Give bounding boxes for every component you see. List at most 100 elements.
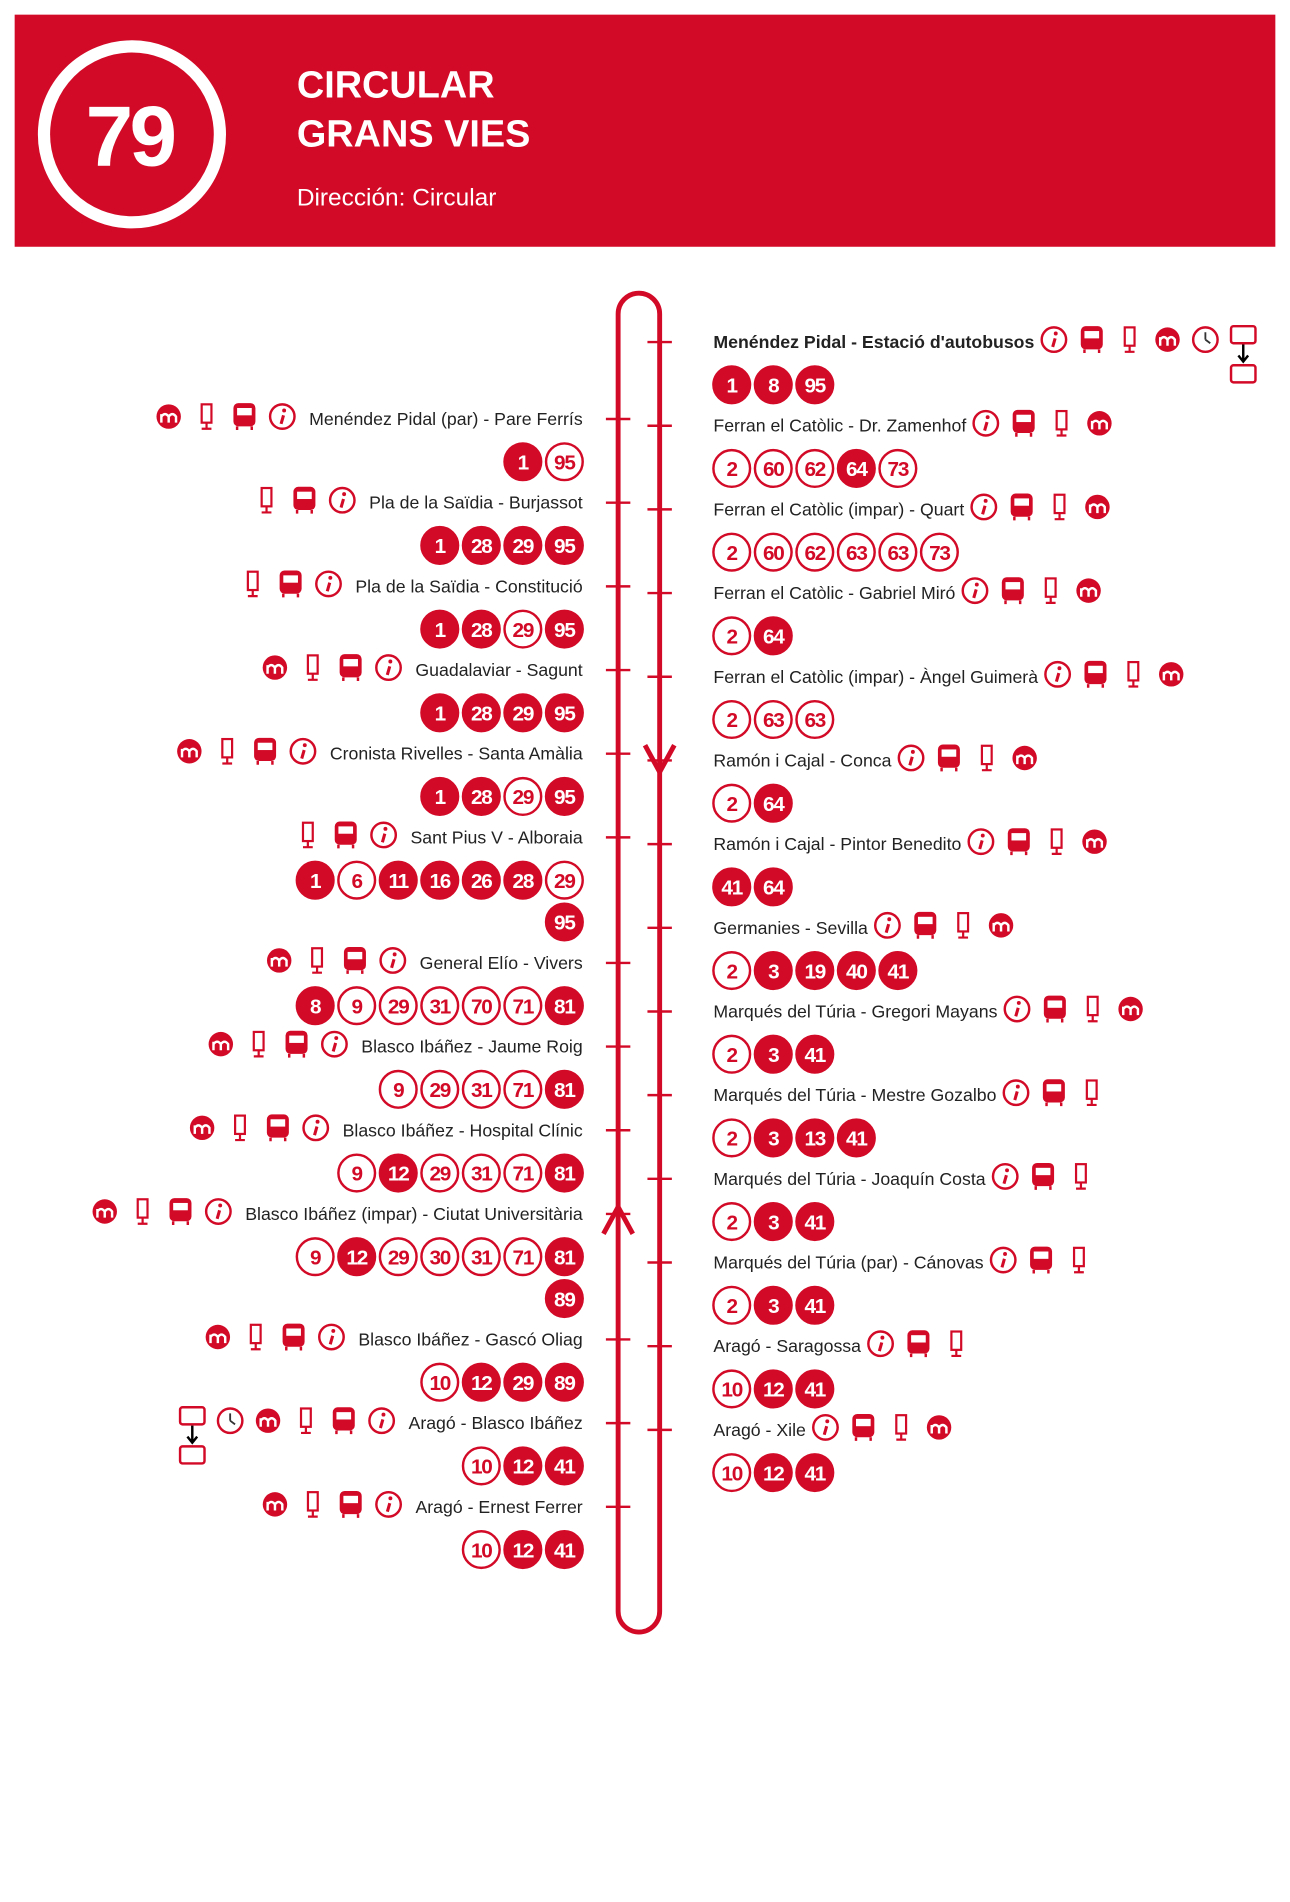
bus-icon	[343, 1495, 359, 1504]
stop-name: Ramón i Cajal - Pintor Benedito	[713, 834, 961, 854]
info-icon	[1015, 1084, 1020, 1089]
transfer-icon	[1229, 364, 1257, 384]
stop-icon	[253, 1050, 264, 1058]
bus-icon	[343, 659, 358, 667]
bus-icon	[337, 844, 355, 849]
line-badge	[461, 1446, 501, 1486]
info-icon	[218, 1203, 223, 1208]
line-number: 28	[471, 703, 492, 726]
line-badge	[753, 532, 793, 572]
line-number: 2	[727, 542, 738, 565]
metro-icon	[160, 412, 178, 423]
bus-icon	[346, 970, 364, 974]
line-number: 29	[513, 703, 534, 726]
stop-icon	[306, 654, 319, 675]
line-badge	[712, 365, 752, 405]
bus-icon	[171, 1221, 190, 1225]
line-badge	[378, 986, 418, 1026]
bus-icon	[1084, 331, 1100, 339]
bus-icon	[256, 761, 274, 765]
line-number: 11	[388, 870, 408, 893]
info-icon	[985, 415, 990, 420]
stop-icon	[306, 1491, 319, 1512]
info-icon	[385, 665, 392, 676]
bus-icon	[1005, 582, 1021, 590]
stop-name: Ferran el Catòlic (impar) - Àngel Guimer…	[713, 667, 1038, 687]
line-badge	[503, 1237, 543, 1277]
info-icon	[1000, 1258, 1006, 1268]
line-number: 10	[429, 1372, 450, 1395]
line-badge	[544, 1069, 584, 1109]
line-number: 13	[804, 1128, 825, 1151]
info-icon	[825, 1419, 830, 1424]
stop-icon	[1124, 345, 1135, 353]
info-icon	[981, 505, 987, 515]
transfer-icon	[1229, 324, 1257, 345]
info-icon	[215, 1209, 222, 1220]
line-number: 1	[435, 786, 446, 809]
line-number: 31	[471, 1246, 492, 1269]
stop-icon	[1045, 596, 1056, 604]
bus-icon	[941, 749, 957, 757]
route-title: GRANS VIES	[297, 113, 531, 155]
line-number: 3	[768, 1295, 779, 1318]
line-badge	[795, 1118, 835, 1158]
info-icon	[334, 1036, 339, 1040]
info-icon	[1016, 1000, 1021, 1005]
line-number: 81	[554, 995, 575, 1018]
metro-icon	[193, 1124, 211, 1134]
stop-icon	[1087, 1015, 1098, 1023]
line-number: 89	[554, 1288, 575, 1311]
line-badge	[420, 1362, 460, 1402]
line-number: 62	[804, 542, 825, 565]
metro-icon	[266, 1500, 284, 1511]
line-badge	[753, 951, 793, 991]
stop-icon	[252, 1030, 265, 1052]
line-number: 31	[429, 995, 450, 1018]
info-icon	[328, 1335, 335, 1345]
line-badge	[544, 1530, 584, 1570]
line-badge	[878, 951, 918, 991]
line-badge	[795, 532, 835, 572]
stop-icon	[896, 1433, 907, 1441]
stop-name: Marqués del Túria - Joaquín Costa	[713, 1169, 985, 1189]
info-icon	[385, 1502, 392, 1513]
line-number: 63	[763, 709, 784, 732]
line-badge	[753, 867, 793, 907]
bus-icon	[1011, 833, 1027, 841]
line-badge	[420, 986, 460, 1026]
line-badge	[461, 986, 501, 1026]
line-badge	[337, 986, 377, 1026]
line-number: 10	[721, 1462, 742, 1485]
stop-name: Ferran el Catòlic (impar) - Quart	[713, 499, 964, 519]
metro-icon	[96, 1207, 114, 1218]
stop-icon	[201, 422, 212, 430]
line-number: 64	[763, 877, 785, 900]
line-number: 40	[846, 960, 867, 983]
line-badge	[712, 616, 752, 656]
line-number: 62	[804, 458, 825, 481]
stop-icon	[1085, 1079, 1098, 1100]
line-number: 10	[721, 1379, 742, 1402]
line-number: 29	[513, 786, 534, 809]
metro-icon	[180, 747, 198, 758]
line-badge	[878, 448, 918, 489]
stop-icon	[1076, 1182, 1086, 1190]
line-badge	[753, 783, 793, 823]
metro-icon	[1122, 1005, 1140, 1016]
stop-icon	[1053, 493, 1066, 515]
line-number: 8	[310, 995, 321, 1018]
line-badge	[337, 860, 377, 900]
stop-icon	[200, 403, 213, 424]
line-badge	[753, 365, 793, 405]
line-number: 29	[429, 1163, 450, 1186]
line-number: 1	[435, 535, 446, 558]
line-badge	[795, 1034, 835, 1074]
line-number: 63	[846, 542, 867, 565]
bus-icon	[1010, 851, 1028, 856]
info-icon	[279, 414, 285, 425]
stop-icon	[1044, 577, 1057, 598]
line-number: 9	[393, 1079, 404, 1102]
line-badge	[795, 951, 835, 991]
